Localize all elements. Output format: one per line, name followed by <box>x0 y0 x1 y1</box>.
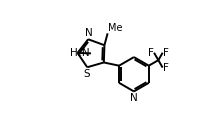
Text: F: F <box>163 63 169 73</box>
Text: F: F <box>148 48 154 58</box>
Text: N: N <box>130 93 138 103</box>
Text: S: S <box>83 69 90 79</box>
Text: Me: Me <box>108 23 122 33</box>
Text: N: N <box>85 28 92 38</box>
Text: H₂N: H₂N <box>70 48 90 58</box>
Text: F: F <box>163 48 169 58</box>
